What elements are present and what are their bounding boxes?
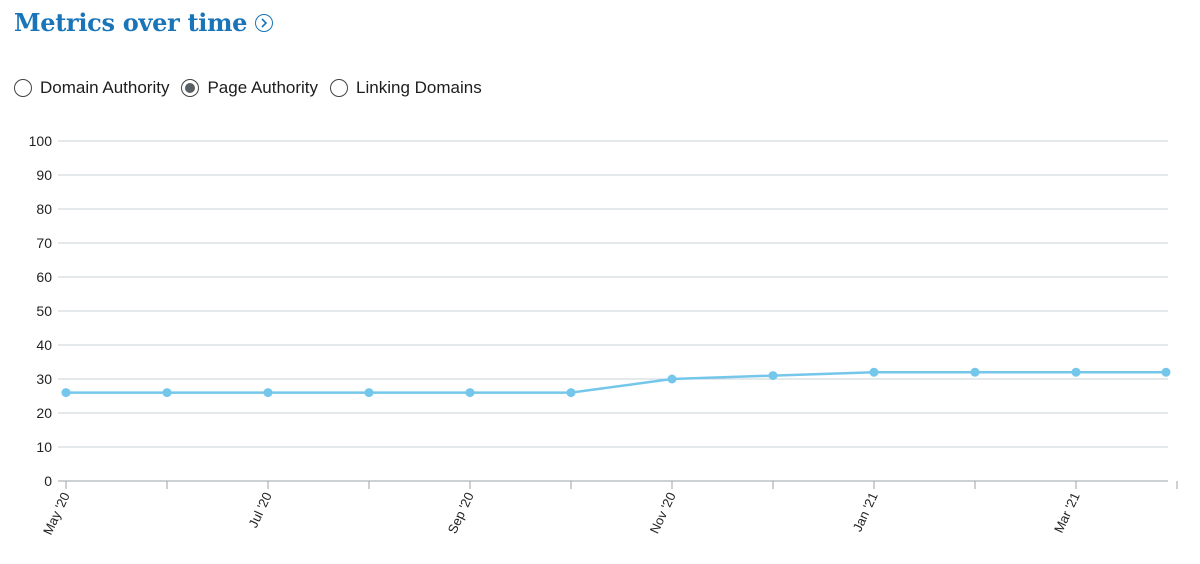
- radio-button[interactable]: [330, 79, 349, 97]
- radio-domain-authority[interactable]: Domain Authority: [14, 78, 169, 98]
- y-tick-label: 40: [36, 337, 52, 353]
- data-point: [61, 388, 71, 398]
- y-tick-label: 60: [36, 269, 52, 285]
- y-tick-label: 30: [36, 371, 52, 387]
- header: Metrics over time: [14, 8, 274, 37]
- y-tick-label: 80: [36, 201, 52, 217]
- data-point: [970, 367, 980, 377]
- radio-label: Linking Domains: [356, 78, 482, 97]
- data-point: [465, 388, 475, 398]
- y-tick-label: 0: [44, 473, 52, 489]
- x-tick-label: Sep '20: [445, 490, 477, 536]
- y-tick-label: 20: [36, 405, 52, 421]
- metric-radio-group: Domain Authority Page Authority Linking …: [14, 78, 494, 98]
- data-point: [667, 374, 677, 384]
- x-tick-label: Jul '20: [245, 490, 274, 530]
- y-tick-label: 50: [36, 303, 52, 319]
- y-tick-label: 100: [29, 133, 53, 149]
- data-point: [768, 371, 778, 381]
- radio-button[interactable]: [14, 79, 32, 97]
- radio-button[interactable]: [181, 79, 200, 97]
- metrics-line-chart: 0 10 20 30 40 50 60 70 80 90 100 May '20 Jul '20 Sep …: [29, 133, 1178, 537]
- radio-page-authority[interactable]: Page Authority: [181, 78, 318, 98]
- radio-linking-domains[interactable]: Linking Domains: [330, 78, 482, 98]
- series-line: [66, 370, 1166, 394]
- chevron-right-circle-icon[interactable]: [255, 13, 274, 32]
- data-point: [1161, 367, 1171, 377]
- radio-label: Page Authority: [207, 78, 319, 97]
- data-point: [566, 388, 576, 398]
- x-tick-label: May '20: [40, 490, 73, 537]
- x-tick-label: Nov '20: [647, 490, 679, 536]
- data-point: [364, 388, 374, 398]
- y-tick-label: 90: [36, 167, 52, 183]
- data-point: [162, 388, 172, 398]
- y-tick-label: 10: [36, 439, 52, 455]
- x-tick-label: Mar '21: [1051, 490, 1083, 535]
- radio-label: Domain Authority: [40, 78, 170, 97]
- data-point: [263, 388, 273, 398]
- data-point: [869, 367, 879, 377]
- page-title: Metrics over time: [14, 8, 248, 37]
- y-tick-label: 70: [36, 235, 52, 251]
- data-point: [1071, 367, 1081, 377]
- x-tick-label: Jan '21: [850, 490, 881, 534]
